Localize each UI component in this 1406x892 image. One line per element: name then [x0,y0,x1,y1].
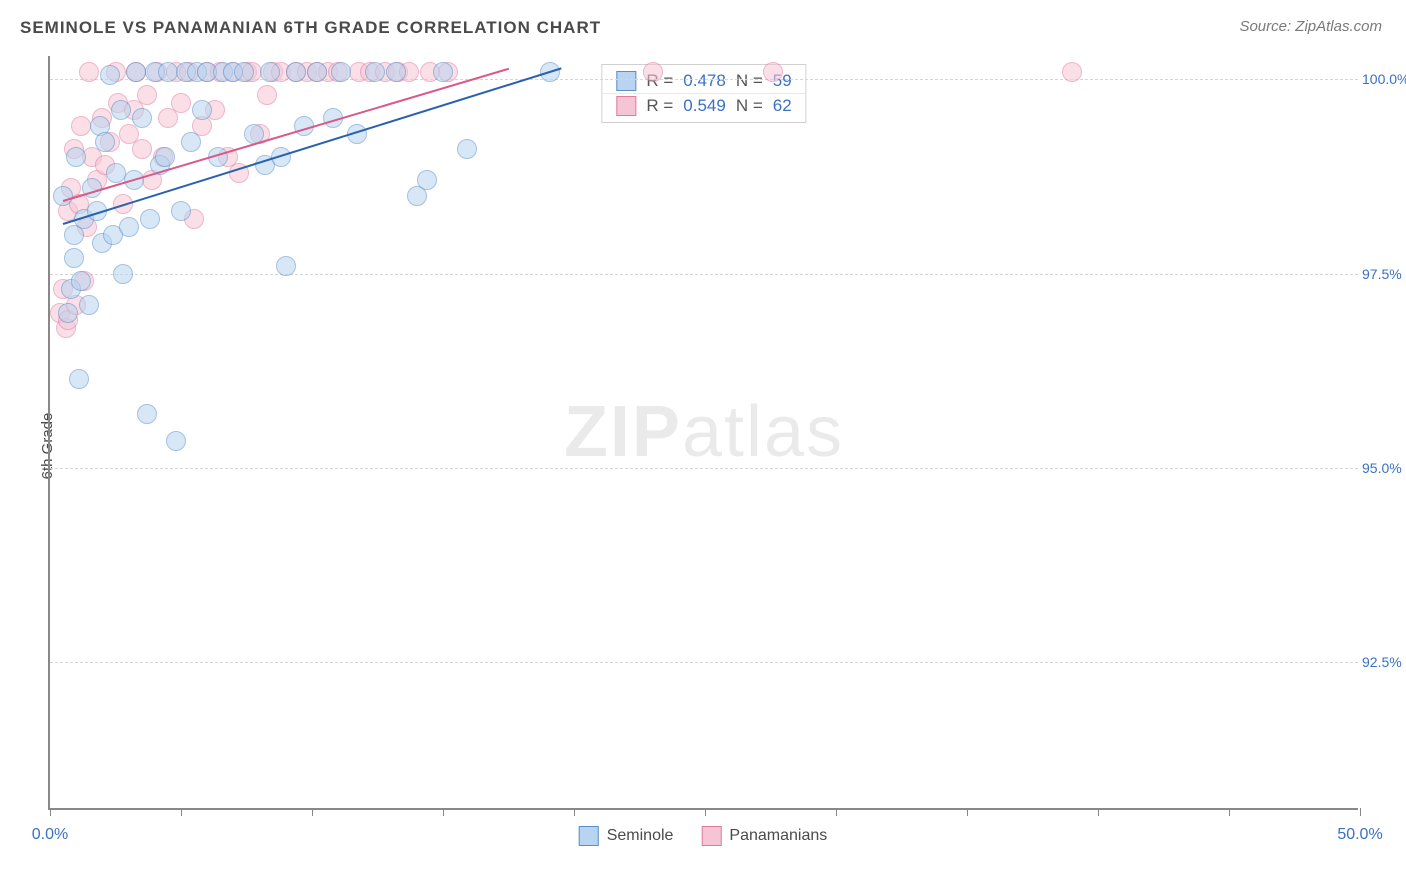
gridline [50,274,1358,275]
watermark: ZIPatlas [564,391,844,473]
scatter-point [643,62,663,82]
scatter-point [234,62,254,82]
scatter-point [1062,62,1082,82]
legend-label: Seminole [607,827,674,845]
scatter-point [140,209,160,229]
scatter-point [66,147,86,167]
x-tick [1098,808,1099,816]
scatter-point [137,85,157,105]
scatter-point [137,404,157,424]
n-value-panamanians: 62 [773,96,792,116]
x-tick [836,808,837,816]
x-tick [312,808,313,816]
scatter-point [132,139,152,159]
y-tick-label: 92.5% [1358,654,1406,670]
scatter-point [457,139,477,159]
r-value-seminole: 0.478 [683,71,726,91]
legend-item-panamanians: Panamanians [701,826,827,846]
chart-title: SEMINOLE VS PANAMANIAN 6TH GRADE CORRELA… [20,18,601,38]
plot-area: ZIPatlas R = 0.478 N = 59 R = 0.549 N = … [48,56,1358,810]
scatter-point [257,85,277,105]
legend-item-seminole: Seminole [579,826,674,846]
scatter-point [286,62,306,82]
scatter-point [113,264,133,284]
x-tick [1360,808,1361,816]
n-label: N = [736,71,763,91]
scatter-point [763,62,783,82]
legend-swatch-panamanians [616,96,636,116]
scatter-point [71,271,91,291]
scatter-point [166,431,186,451]
legend-label: Panamanians [729,827,827,845]
scatter-point [171,201,191,221]
scatter-point [132,108,152,128]
scatter-point [155,147,175,167]
legend-row-panamanians: R = 0.549 N = 62 [602,94,805,118]
x-tick-label: 0.0% [32,826,68,844]
x-tick [443,808,444,816]
scatter-point [260,62,280,82]
legend-swatch-icon [701,826,721,846]
scatter-point [71,116,91,136]
scatter-point [95,132,115,152]
y-tick-label: 97.5% [1358,266,1406,282]
legend-swatch-icon [579,826,599,846]
scatter-point [64,248,84,268]
n-label: N = [736,96,763,116]
scatter-point [433,62,453,82]
scatter-point [111,100,131,120]
scatter-point [417,170,437,190]
x-tick [1229,808,1230,816]
scatter-point [106,163,126,183]
r-label: R = [646,96,673,116]
x-tick [705,808,706,816]
watermark-light: atlas [682,392,844,472]
scatter-point [171,93,191,113]
scatter-point [307,62,327,82]
scatter-point [158,62,178,82]
scatter-point [79,295,99,315]
x-tick [181,808,182,816]
watermark-bold: ZIP [564,392,682,472]
gridline [50,468,1358,469]
x-tick [967,808,968,816]
chart-source: Source: ZipAtlas.com [1239,18,1382,35]
scatter-point [331,62,351,82]
legend-swatch-seminole [616,71,636,91]
r-value-panamanians: 0.549 [683,96,726,116]
series-legend: Seminole Panamanians [579,826,828,846]
scatter-point [192,100,212,120]
scatter-point [69,369,89,389]
scatter-point [53,186,73,206]
y-tick-label: 100.0% [1358,71,1406,87]
scatter-point [58,303,78,323]
scatter-point [181,132,201,152]
chart-container: SEMINOLE VS PANAMANIAN 6TH GRADE CORRELA… [0,0,1406,892]
scatter-point [79,62,99,82]
gridline [50,662,1358,663]
y-tick-label: 95.0% [1358,460,1406,476]
scatter-point [126,62,146,82]
x-tick [50,808,51,816]
scatter-point [386,62,406,82]
scatter-point [100,65,120,85]
x-tick [574,808,575,816]
x-tick-label: 50.0% [1337,826,1382,844]
scatter-point [365,62,385,82]
scatter-point [119,217,139,237]
scatter-point [276,256,296,276]
